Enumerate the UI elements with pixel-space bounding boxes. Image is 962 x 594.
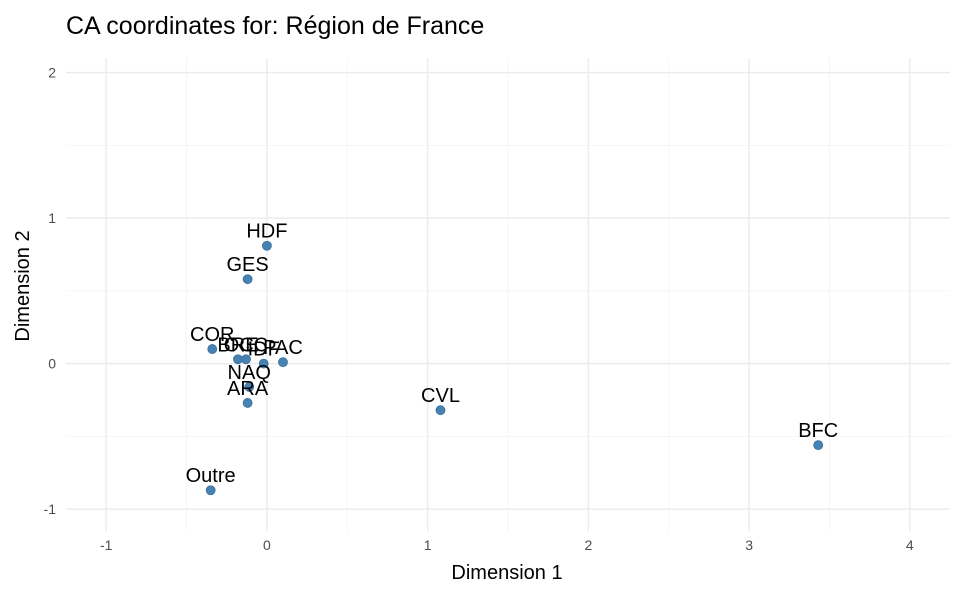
data-point-naq bbox=[244, 382, 255, 392]
data-point-occ bbox=[241, 354, 251, 365]
x-tick-label: -1 bbox=[100, 537, 113, 553]
point-label-cvl: CVL bbox=[421, 385, 460, 407]
x-axis-title: Dimension 1 bbox=[451, 562, 562, 584]
point-label-naq: NAQ bbox=[228, 362, 271, 384]
data-point-outre bbox=[205, 485, 216, 496]
y-tick-label: -1 bbox=[44, 501, 57, 517]
data-point-pac bbox=[278, 357, 288, 368]
point-label-occ: OCC bbox=[224, 334, 268, 356]
data-point-cor bbox=[207, 344, 218, 354]
point-label-cor: COR bbox=[190, 324, 234, 346]
y-tick-label: 2 bbox=[48, 65, 56, 81]
point-label-pac: PAC bbox=[263, 337, 303, 359]
y-tick-label: 0 bbox=[48, 356, 56, 372]
point-label-outre: Outre bbox=[186, 465, 236, 487]
x-tick-label: 4 bbox=[906, 537, 914, 553]
point-label-hdf: HDF bbox=[246, 221, 287, 243]
point-label-bfc: BFC bbox=[798, 420, 838, 442]
y-axis-ticks: -1 0 1 2 bbox=[44, 65, 57, 518]
data-point-ara bbox=[242, 398, 253, 408]
y-axis-title: Dimension 2 bbox=[12, 230, 34, 341]
point-label-ara: ARA bbox=[227, 378, 269, 400]
grid bbox=[66, 58, 950, 531]
chart-title: CA coordinates for: Région de France bbox=[66, 12, 484, 40]
y-tick-label: 1 bbox=[48, 210, 56, 226]
data-point-ges bbox=[242, 274, 253, 285]
point-label-bre: BRE bbox=[217, 334, 258, 356]
data-point-cvl bbox=[435, 405, 446, 416]
x-tick-label: 0 bbox=[263, 537, 271, 553]
point-label-idf: IDF bbox=[248, 339, 280, 361]
x-tick-label: 3 bbox=[745, 537, 753, 553]
data-points bbox=[205, 240, 824, 496]
x-tick-label: 1 bbox=[424, 537, 432, 553]
data-point-bfc bbox=[813, 440, 824, 451]
data-point-idf bbox=[258, 358, 269, 369]
point-label-ges: GES bbox=[226, 254, 268, 276]
x-tick-label: 2 bbox=[584, 537, 592, 553]
x-axis-ticks: -1 0 1 2 3 4 bbox=[100, 537, 914, 553]
data-point-hdf bbox=[262, 240, 272, 251]
